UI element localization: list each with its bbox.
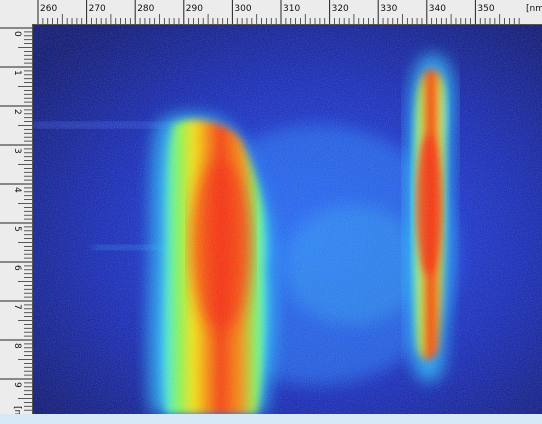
x-unit-label: [nm [526, 4, 542, 14]
y-tick-label: 4 [12, 187, 22, 193]
wavelength-ruler: 260 270 280 290 300 310 320 330 340 350 [nm [32, 0, 542, 25]
y-tick-label: 6 [12, 265, 22, 271]
x-tick-label: 330 [380, 4, 397, 14]
noise-overlay [33, 25, 542, 414]
y-tick-label: 7 [12, 304, 22, 310]
y-unit-label: [ns] [12, 406, 22, 414]
time-ruler-ticks: 0 1 2 3 4 5 6 7 8 9 [ns] [0, 27, 32, 423]
y-tick-label: 0 [12, 31, 22, 37]
ruler-corner [0, 0, 33, 25]
status-strip [0, 414, 542, 424]
x-tick-label: 300 [234, 4, 251, 14]
y-tick-label: 1 [12, 70, 22, 76]
x-tick-label: 290 [186, 4, 203, 14]
x-tick-label: 310 [283, 4, 300, 14]
x-tick-label: 270 [89, 4, 106, 14]
x-tick-label: 340 [429, 4, 446, 14]
y-tick-label: 9 [12, 382, 22, 388]
y-tick-label: 8 [12, 343, 22, 349]
wavelength-ruler-ticks: 260 270 280 290 300 310 320 330 340 350 [nm [37, 0, 542, 24]
x-tick-label: 320 [332, 4, 349, 14]
y-tick-label: 2 [12, 109, 22, 115]
y-tick-label: 3 [12, 148, 22, 154]
intensity-map [33, 25, 542, 415]
y-tick-label: 5 [12, 226, 22, 232]
x-tick-label: 260 [40, 4, 57, 14]
intensity-map-svg [33, 25, 542, 415]
time-ruler: 0 1 2 3 4 5 6 7 8 9 [ns] [0, 24, 33, 423]
x-tick-label: 350 [477, 4, 494, 14]
x-tick-label: 280 [137, 4, 154, 14]
